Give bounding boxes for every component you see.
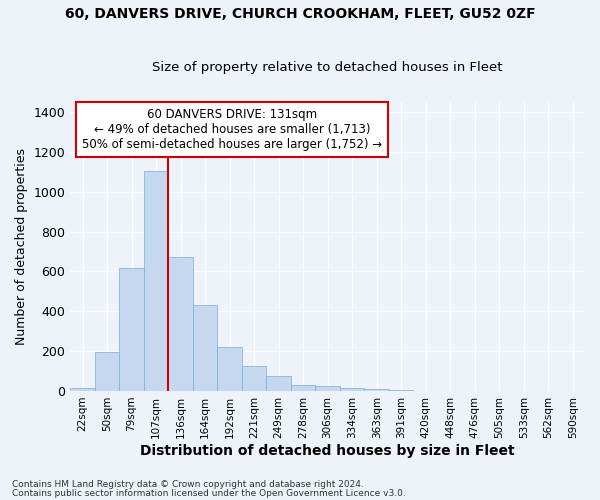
Bar [316,386,340,391]
Bar [144,171,169,391]
Bar [169,258,193,391]
Bar [70,388,95,391]
X-axis label: Distribution of detached houses by size in Fleet: Distribution of detached houses by size … [140,444,515,458]
Text: 60 DANVERS DRIVE: 131sqm
← 49% of detached houses are smaller (1,713)
50% of sem: 60 DANVERS DRIVE: 131sqm ← 49% of detach… [82,108,382,151]
Y-axis label: Number of detached properties: Number of detached properties [15,148,28,345]
Bar [242,366,266,391]
Bar [266,376,291,391]
Text: Contains public sector information licensed under the Open Government Licence v3: Contains public sector information licen… [12,488,406,498]
Text: 60, DANVERS DRIVE, CHURCH CROOKHAM, FLEET, GU52 0ZF: 60, DANVERS DRIVE, CHURCH CROOKHAM, FLEE… [65,8,535,22]
Title: Size of property relative to detached houses in Fleet: Size of property relative to detached ho… [152,62,503,74]
Bar [217,347,242,391]
Bar [95,352,119,391]
Text: Contains HM Land Registry data © Crown copyright and database right 2024.: Contains HM Land Registry data © Crown c… [12,480,364,489]
Bar [193,306,217,391]
Bar [119,268,144,391]
Bar [364,389,389,391]
Bar [291,385,316,391]
Bar [389,390,413,391]
Bar [340,388,364,391]
